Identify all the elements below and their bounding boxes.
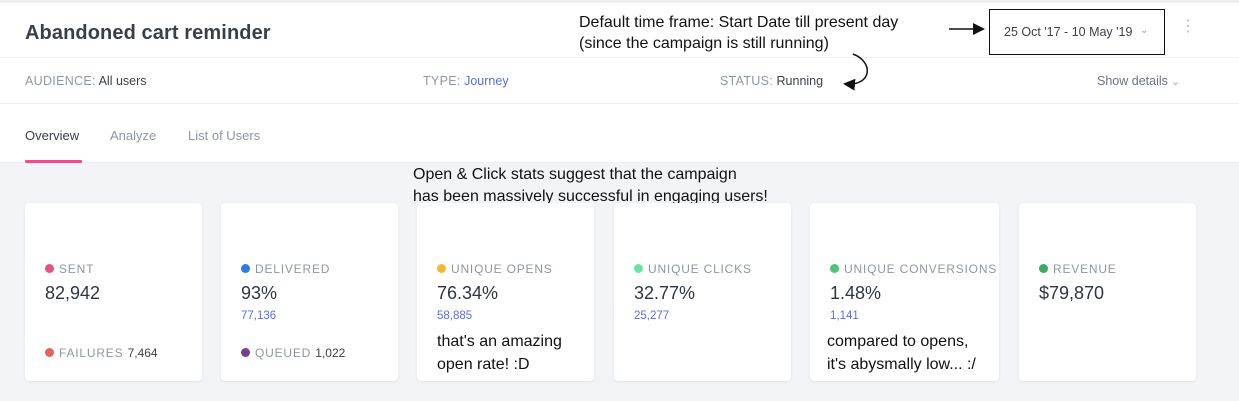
tab-overview[interactable]: Overview [25, 128, 80, 143]
active-tab-indicator [25, 160, 82, 163]
status-dot-icon [437, 264, 446, 273]
chevron-down-icon: ⌄ [1140, 25, 1149, 36]
status-meta: STATUS: Running [720, 74, 823, 88]
type-key: TYPE: [423, 74, 461, 88]
date-range-value: 25 Oct '17 - 10 May '19 [1004, 25, 1133, 39]
stat-label: UNIQUE OPENS [437, 262, 553, 276]
annotation-stats-line1: Open & Click stats suggest that the camp… [413, 166, 737, 183]
annotation-opens-line1: that's an amazing [437, 333, 562, 350]
stat-value: 76.34% [437, 283, 499, 303]
status-dot-icon [1039, 264, 1048, 273]
stat-value: 1.48% [830, 283, 882, 303]
status-dot-icon [634, 264, 643, 273]
page-header: Abandoned cart reminder Default time fra… [0, 3, 1239, 58]
audience-value: All users [98, 74, 147, 88]
tab-list-of-users[interactable]: List of Users [188, 128, 261, 143]
tab-bar: Overview Analyze List of Users [0, 104, 1239, 163]
stat-card-unique-clicks: UNIQUE CLICKS 32.77% 25,277 [614, 203, 791, 381]
status-dot-icon [830, 264, 839, 273]
double-chevron-down-icon: ⌄ [1170, 76, 1181, 88]
tab-analyze[interactable]: Analyze [110, 128, 157, 143]
status-dot-icon [45, 264, 54, 273]
stat-value: 32.77% [634, 283, 696, 303]
stat-label: SENT [45, 262, 94, 276]
stat-value: 93% [241, 283, 278, 303]
stat-label: REVENUE [1039, 262, 1117, 276]
show-details-label: Show details [1097, 74, 1168, 88]
type-meta: TYPE: Journey [423, 74, 509, 88]
status-value: Running [776, 74, 824, 88]
page-title: Abandoned cart reminder [25, 22, 271, 44]
audience-key: AUDIENCE: [25, 74, 96, 88]
stat-card-sent: SENT 82,942 FAILURES 7,464 [25, 203, 202, 381]
annotation-opens-line2: open rate! :D [437, 356, 530, 373]
stat-footer: QUEUED 1,022 [241, 346, 345, 360]
stat-value: $79,870 [1039, 283, 1105, 303]
stat-subvalue: 1,141 [830, 310, 859, 322]
show-details-button[interactable]: Show details ⌄ [1097, 74, 1180, 88]
stat-subvalue: 25,277 [634, 310, 670, 322]
top-divider [0, 0, 1239, 3]
stat-card-unique-opens: UNIQUE OPENS 76.34% 58,885 that's an ama… [417, 203, 594, 381]
stat-card-unique-conversions: UNIQUE CONVERSIONS 1.48% 1,141 compared … [810, 203, 999, 381]
status-dot-icon [45, 348, 54, 357]
stat-footer: FAILURES 7,464 [45, 346, 158, 360]
stat-label: UNIQUE CLICKS [634, 262, 752, 276]
audience-meta: AUDIENCE: All users [25, 74, 147, 88]
annotation-timeframe-line2: (since the campaign is still running) [579, 35, 829, 52]
status-dot-icon [241, 264, 250, 273]
stat-subvalue: 77,136 [241, 310, 277, 322]
stat-label: DELIVERED [241, 262, 330, 276]
stat-card-delivered: DELIVERED 93% 77,136 QUEUED 1,022 [221, 203, 398, 381]
date-range-picker[interactable]: 25 Oct '17 - 10 May '19 ⌄ [989, 9, 1165, 55]
stat-subvalue: 58,885 [437, 310, 473, 322]
type-value-link[interactable]: Journey [464, 74, 509, 88]
stats-panel: Open & Click stats suggest that the camp… [0, 163, 1239, 401]
annotation-timeframe-line1: Default time frame: Start Date till pres… [579, 14, 899, 31]
annotation-conversions-line2: it's abysmally low... :/ [827, 356, 976, 373]
more-options-icon[interactable]: ⋮ [1180, 18, 1196, 35]
stat-label: UNIQUE CONVERSIONS [830, 262, 997, 276]
annotation-conversions-line1: compared to opens, [827, 333, 969, 350]
annotation-stats-line2: has been massively successful in engagin… [413, 188, 768, 205]
campaign-meta-row: AUDIENCE: All users TYPE: Journey STATUS… [0, 58, 1239, 104]
status-key: STATUS: [720, 74, 774, 88]
stat-value: 82,942 [45, 283, 101, 303]
stat-card-revenue: REVENUE $79,870 [1019, 203, 1196, 381]
status-dot-icon [241, 348, 250, 357]
